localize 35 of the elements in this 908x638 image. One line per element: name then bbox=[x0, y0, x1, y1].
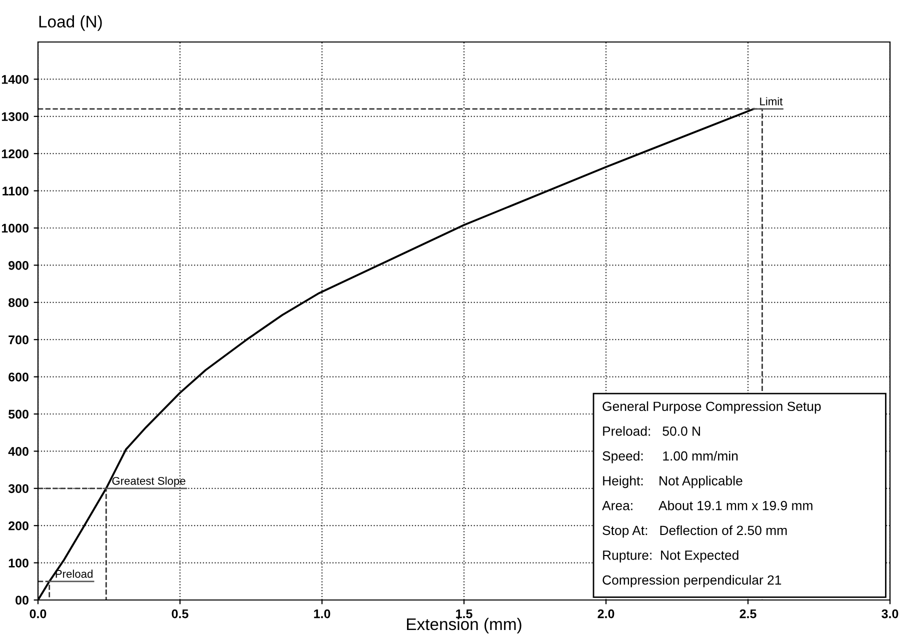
y-tick-label: 1000 bbox=[2, 224, 28, 233]
y-tick-label: 200 bbox=[8, 521, 28, 530]
y-tick-label: 700 bbox=[8, 335, 28, 344]
y-tick-label: 100 bbox=[8, 558, 28, 568]
y-tick-label: 00 bbox=[16, 596, 28, 605]
annotation: Compression perpendicular 21 bbox=[602, 575, 782, 588]
x-tick-label: 3.0 bbox=[882, 609, 898, 618]
y-tick-label: 900 bbox=[8, 261, 28, 270]
x-tick-label: 1.5 bbox=[456, 609, 472, 618]
y-axis-title: Load (N) bbox=[39, 15, 102, 31]
x-axis-title: Extension (mm) bbox=[407, 618, 522, 634]
annotation: General Purpose Compression Setup bbox=[602, 401, 821, 414]
y-tick-label: 800 bbox=[8, 298, 28, 308]
annotation: Greatest Slope bbox=[112, 476, 186, 488]
x-tick-label: 0.0 bbox=[30, 609, 46, 618]
annotation: Preload bbox=[56, 570, 92, 578]
y-tick-label: 1400 bbox=[2, 75, 28, 84]
annotation: Speed: 1.00 mm/min bbox=[602, 450, 738, 464]
y-tick-label: 1100 bbox=[2, 186, 28, 196]
y-tick-label: 400 bbox=[8, 447, 28, 456]
annotation: Rupture: Not Expected bbox=[603, 550, 738, 562]
annotation: Area: About 19.1 mm x 19.9 mm bbox=[602, 500, 812, 510]
x-tick-label: 2.5 bbox=[740, 609, 756, 618]
x-tick-label: 1.0 bbox=[314, 609, 330, 618]
y-tick-label: 300 bbox=[8, 484, 28, 494]
annotation: Preload: 50.0 N bbox=[603, 426, 700, 436]
x-tick-label: 2.0 bbox=[598, 609, 614, 618]
y-tick-label: 600 bbox=[8, 372, 28, 382]
annotation: Stop At: Deflection of 2.50 mm bbox=[602, 525, 787, 538]
annotation: Height: Not Applicable bbox=[603, 476, 742, 488]
y-tick-label: 1200 bbox=[2, 149, 28, 158]
x-tick-label: 0.5 bbox=[172, 609, 188, 618]
y-tick-label: 1300 bbox=[2, 112, 28, 122]
y-tick-label: 500 bbox=[8, 410, 28, 419]
annotation: Limit bbox=[760, 97, 783, 106]
